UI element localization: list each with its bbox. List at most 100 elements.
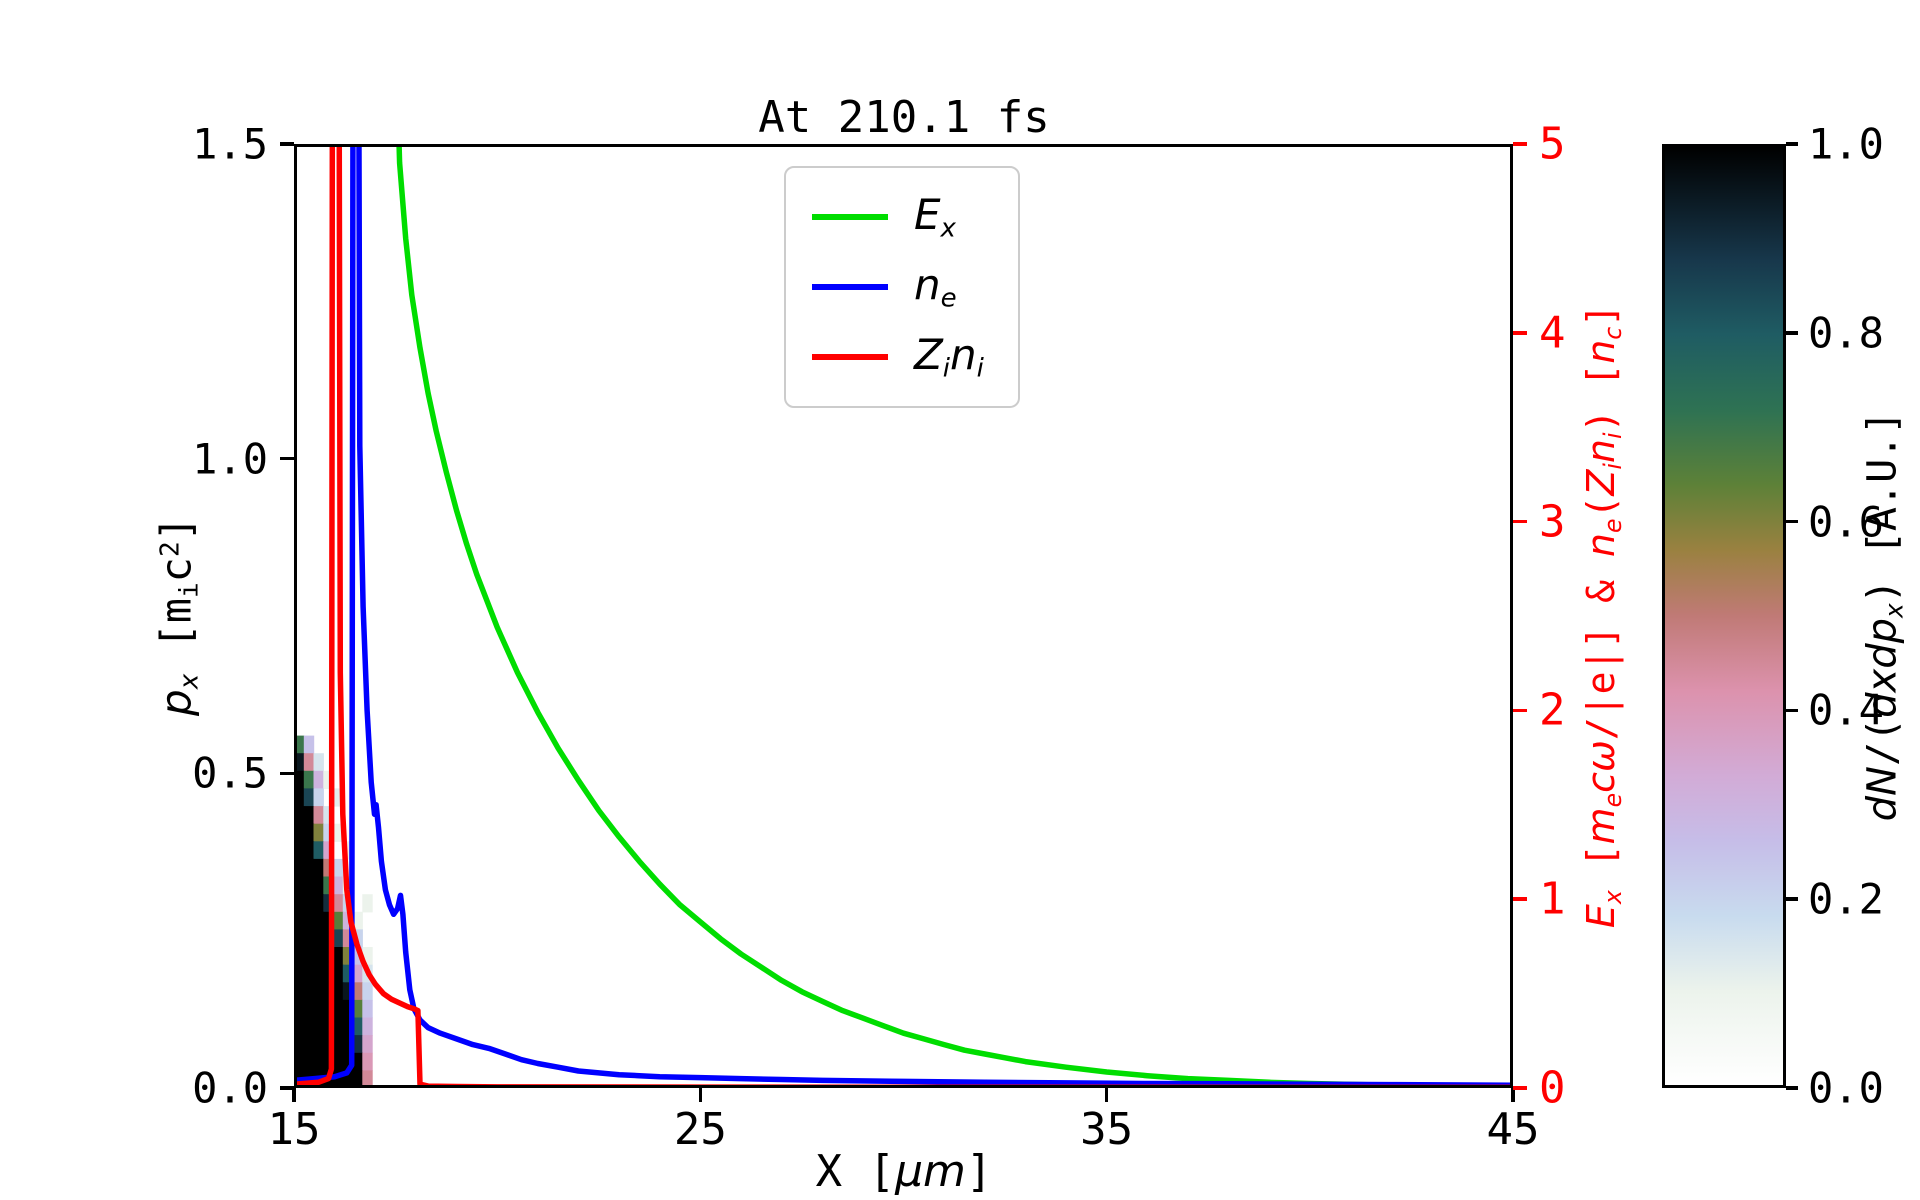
label-segment: c [1598, 326, 1627, 340]
legend-line-Ex [812, 214, 888, 220]
heatmap-cell [313, 858, 324, 878]
y-left-tick-mark [280, 771, 294, 776]
heatmap-cell [333, 823, 344, 842]
heatmap-cell [362, 947, 373, 966]
heatmap-cell [294, 770, 305, 789]
heatmap-cell [323, 806, 334, 825]
heatmap-cell [323, 999, 334, 1019]
heatmap-cell [342, 982, 354, 1001]
y-left-tick-mark [280, 456, 294, 461]
label-segment: i [1598, 463, 1627, 470]
legend-label-Ex: Ex [914, 190, 956, 243]
heatmap-cell [333, 1052, 344, 1071]
heatmap-cell [323, 964, 334, 983]
plot-canvas [294, 144, 1513, 1088]
heatmap-cell [362, 1070, 373, 1088]
colorbar-tick-label: 0.8 [1808, 308, 1884, 358]
heatmap-cell [313, 999, 324, 1019]
label-segment: d [1859, 643, 1906, 669]
heatmap-cell [313, 929, 324, 948]
label-segment: n [1579, 438, 1624, 464]
heatmap-cell [294, 947, 305, 966]
heatmap-cell [352, 964, 363, 983]
colorbar [1662, 144, 1786, 1088]
heatmap-cell [323, 1035, 334, 1054]
heatmap-cell [352, 911, 363, 930]
heatmap-cell [342, 929, 354, 948]
y-right-tick-label: 5 [1539, 118, 1566, 170]
label-segment: Z [1579, 469, 1624, 496]
heatmap-cell [352, 947, 363, 966]
heatmap-cell [303, 823, 315, 842]
heatmap-cell [313, 947, 324, 966]
label-segment: p [151, 689, 201, 716]
label-segment: ] [151, 516, 201, 542]
heatmap-cell [362, 999, 373, 1019]
heatmap-cell [333, 788, 344, 807]
heatmap-cell [294, 823, 305, 842]
heatmap-cell [313, 911, 324, 930]
heatmap-cell [323, 911, 334, 930]
heatmap-cell [313, 770, 324, 789]
heatmap-cell [303, 876, 315, 895]
heatmap-cell [333, 982, 344, 1001]
heatmap-cell [313, 964, 324, 983]
y-left-tick-label: 1.5 [192, 119, 268, 169]
y-right-tick-label: 3 [1539, 496, 1566, 548]
heatmap-cell [313, 1017, 324, 1036]
label-segment: e [1598, 518, 1627, 534]
heatmap-cell [342, 841, 354, 860]
heatmap-cell [333, 999, 344, 1019]
heatmap-cell [303, 894, 315, 913]
label-segment: n [914, 260, 941, 310]
label-segment: x [940, 213, 956, 244]
heatmap-cell [294, 806, 305, 825]
label-segment: ( [1579, 495, 1624, 519]
heatmap-cell [313, 806, 324, 825]
legend-row-Zini: Zini [812, 322, 984, 392]
colorbar-tick-mark [1786, 897, 1798, 901]
label-segment: X [ [815, 1146, 896, 1197]
legend-label-ne: ne [914, 260, 957, 313]
y-axis-label-right: Ex [mecω/|e|] & ne(Zini) [nc] [1579, 304, 1627, 928]
heatmap-cell [342, 1052, 354, 1071]
heatmap-cell [323, 770, 334, 789]
plot-frame [294, 144, 1513, 1088]
colorbar-tick-mark [1786, 519, 1798, 524]
label-segment: c [1579, 772, 1624, 793]
label-segment: Z [914, 330, 943, 380]
heatmap-cell [294, 982, 305, 1001]
legend-row-Ex: Ex [812, 182, 984, 252]
label-segment: ω [1579, 740, 1624, 772]
label-segment: i [942, 353, 951, 384]
label-segment: n [1579, 339, 1624, 364]
label-segment: x [1879, 603, 1909, 619]
y-left-tick-label: 1.0 [192, 434, 268, 484]
heatmap-cell [333, 876, 344, 895]
colorbar-tick-mark [1786, 708, 1798, 713]
label-segment: ] [965, 1146, 993, 1197]
heatmap-cell [294, 894, 305, 913]
label-segment: i [1598, 432, 1627, 439]
heatmap-cell [303, 770, 315, 789]
colorbar-tick-label: 0.4 [1808, 685, 1884, 735]
label-segment: m [1579, 807, 1624, 845]
label-segment: ] [1579, 303, 1624, 327]
y-right-tick-label: 1 [1539, 873, 1566, 925]
heatmap-cell [303, 1017, 315, 1036]
heatmap-cell [313, 841, 324, 860]
heatmap-cell [323, 1052, 334, 1071]
label-segment: x [1598, 890, 1627, 905]
heatmap-cell [313, 823, 324, 842]
heatmap-cell [333, 964, 344, 983]
heatmap-cell [352, 1035, 363, 1054]
heatmap-cell [294, 841, 305, 860]
heatmap-cell [294, 1017, 305, 1036]
heatmap-cell [294, 753, 305, 772]
label-segment: N [1859, 766, 1906, 796]
x-tick-label: 45 [1486, 1104, 1540, 1155]
heatmap-cell [342, 1035, 354, 1054]
label-segment: i [174, 582, 205, 599]
heatmap-cell [294, 876, 305, 895]
heatmap-cell [333, 947, 344, 966]
